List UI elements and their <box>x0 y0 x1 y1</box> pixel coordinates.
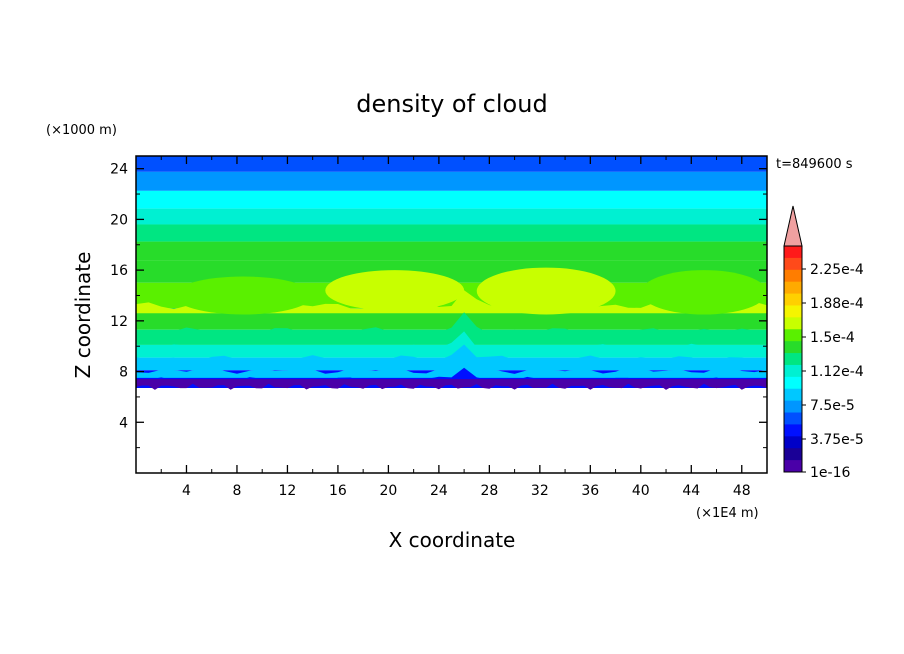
contour-edge <box>136 344 767 367</box>
contour-edge <box>136 312 767 339</box>
y-tick-label: 24 <box>110 162 128 178</box>
colorbar-label: 1.12e-4 <box>810 364 864 380</box>
y-axis-label: Z coordinate <box>71 252 95 379</box>
contour-band <box>136 308 767 330</box>
chart-title: density of cloud <box>356 90 547 118</box>
x-tick-label: 8 <box>232 483 241 499</box>
colorbar-swatch <box>784 281 802 295</box>
y-tick-label: 20 <box>110 212 128 228</box>
contour-band <box>136 241 767 261</box>
x-tick-label: 24 <box>430 483 448 499</box>
y-tick-label: 12 <box>110 314 128 330</box>
x-tick-label: 20 <box>379 483 397 499</box>
contour-band <box>136 156 767 172</box>
colorbar: 2.25e-4 1.88e-4 1.5e-4 1.12e-4 7.5e-5 3.75e-5… <box>783 205 864 481</box>
contour-band <box>136 208 767 225</box>
colorbar-frame <box>783 245 803 473</box>
colorbar-swatch <box>784 305 802 318</box>
x-tick-label: 16 <box>329 483 347 499</box>
colorbar-extend-arrow <box>783 205 803 247</box>
y-axis: 4 8 12 16 20 24 <box>110 162 767 449</box>
colorbar-label: 1.88e-4 <box>810 296 864 312</box>
peak-region <box>476 267 616 315</box>
colorbar-swatch <box>784 293 802 306</box>
colorbar-swatch <box>784 317 802 330</box>
plot-area <box>136 156 767 390</box>
peak-regions <box>173 267 767 315</box>
colorbar-swatch <box>784 246 802 259</box>
colorbar-swatch <box>784 424 802 437</box>
y-tick-label: 16 <box>110 263 128 279</box>
contour-bands <box>136 156 767 389</box>
x-tick-label: 28 <box>480 483 498 499</box>
x-tick-label: 36 <box>581 483 599 499</box>
colorbar-swatch <box>784 329 802 342</box>
x-tick-label: 44 <box>682 483 700 499</box>
x-axis-label: X coordinate <box>389 528 516 552</box>
contour-edge <box>136 331 767 356</box>
peak-region <box>640 270 767 315</box>
cloud-base-fringe <box>136 379 767 390</box>
colorbar-swatch <box>784 269 802 283</box>
colorbar-swatch <box>784 448 802 461</box>
x-tick-label: 48 <box>733 483 751 499</box>
contour-band <box>136 260 767 283</box>
contour-band <box>136 171 767 191</box>
cloud-base <box>136 379 767 390</box>
x-tick-label: 4 <box>182 483 191 499</box>
contour-band <box>136 224 767 242</box>
colorbar-swatch <box>784 436 802 449</box>
x-axis: 4 8 12 16 20 24 28 32 36 40 44 48 <box>160 156 751 499</box>
colorbar-swatch <box>784 341 802 354</box>
colorbar-swatch <box>784 400 802 414</box>
x-unit-label: (×1E4 m) <box>696 506 759 521</box>
time-label: t=849600 s <box>776 157 853 172</box>
y-unit-label: (×1000 m) <box>46 123 117 138</box>
y-tick-label: 8 <box>119 365 128 381</box>
colorbar-swatch <box>784 460 802 473</box>
colorbar-swatch <box>784 364 802 378</box>
colorbar-label: 3.75e-5 <box>810 432 864 448</box>
contour-band <box>136 190 767 209</box>
x-tick-label: 32 <box>531 483 549 499</box>
colorbar-swatch <box>784 412 802 425</box>
colorbar-swatch <box>784 388 802 402</box>
peak-region <box>173 276 313 315</box>
colorbar-label: 2.25e-4 <box>810 262 864 278</box>
colorbar-label: 1e-16 <box>810 465 850 481</box>
y-tick-label: 4 <box>119 415 128 431</box>
x-tick-label: 12 <box>279 483 297 499</box>
peak-region <box>325 270 465 311</box>
x-tick-label: 40 <box>632 483 650 499</box>
colorbar-swatch <box>784 376 802 390</box>
colorbar-label: 1.5e-4 <box>810 330 855 346</box>
colorbar-label: 7.5e-5 <box>810 398 855 414</box>
plot-frame <box>135 155 768 474</box>
colorbar-swatch <box>784 257 802 271</box>
contour-edge <box>136 355 767 378</box>
colorbar-swatch <box>784 353 802 366</box>
